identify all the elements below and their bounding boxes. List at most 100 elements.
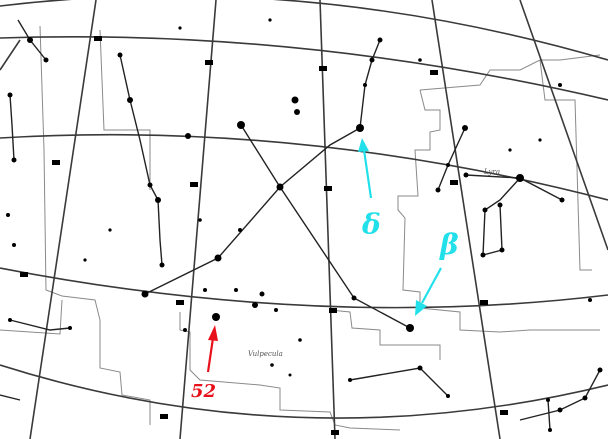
star: [351, 295, 357, 301]
dec-arc-4: [0, 267, 608, 309]
star: [480, 252, 486, 258]
grid-tick: [52, 160, 60, 165]
constellation-lines: [0, 19, 601, 431]
ra-line-4: [431, 0, 501, 439]
grid-tick: [319, 66, 327, 71]
star: [83, 258, 87, 262]
star: [108, 228, 112, 232]
boundary-center-bottom: [329, 309, 441, 360]
star-delta: [356, 124, 364, 132]
dec-arc-2: [0, 35, 608, 101]
star: [68, 326, 72, 330]
star: [377, 37, 383, 43]
star: [147, 182, 153, 188]
star: [288, 373, 292, 377]
figure-line: [240, 124, 411, 329]
star: [259, 291, 265, 297]
star: [462, 125, 468, 131]
ra-line-3: [319, 0, 336, 439]
beta-annotation: β: [415, 228, 459, 316]
boundary-left-low: [0, 299, 63, 335]
boundary-box-right: [539, 59, 592, 271]
figure-line: [547, 399, 551, 431]
beta-arrow-shaft: [421, 267, 442, 304]
dec-arc-5: [0, 364, 608, 419]
beta-label: β: [439, 228, 459, 261]
star52-arrow-shaft: [206, 337, 215, 373]
figure-line: [0, 394, 21, 401]
figure-line: [465, 174, 563, 201]
ra-line-5: [519, 0, 608, 251]
star: [141, 290, 149, 298]
star: [418, 58, 422, 62]
grid-tick: [160, 414, 168, 419]
star-52: [212, 313, 220, 321]
star: [185, 133, 191, 139]
star: [348, 378, 352, 382]
star: [12, 243, 16, 247]
star: [270, 363, 274, 367]
region-label-lyra: Lyra: [483, 168, 500, 176]
star: [538, 138, 542, 142]
star: [274, 308, 278, 312]
star: [588, 298, 592, 302]
figure-line: [349, 367, 449, 397]
star: [559, 197, 565, 203]
boundary-upper-mid: [99, 29, 151, 190]
star: [546, 398, 550, 402]
figure-line: [482, 177, 521, 256]
star-vega: [516, 174, 524, 182]
star: [548, 428, 552, 432]
boundary-right-inner: [419, 54, 601, 91]
star: [214, 254, 222, 262]
grid-tick: [500, 410, 508, 415]
star: [159, 262, 165, 268]
star: [27, 37, 33, 43]
star: [155, 197, 161, 203]
stars: [6, 18, 603, 432]
star: [203, 288, 207, 292]
star: [183, 328, 187, 332]
star: [446, 394, 450, 398]
boundary-right-outer: [397, 89, 600, 333]
star: [6, 213, 10, 217]
grid-tick: [94, 36, 102, 41]
grid-tick: [480, 300, 488, 305]
star: [268, 18, 272, 22]
star: [363, 83, 367, 87]
grid-tick: [20, 272, 28, 277]
grid-tick: [176, 300, 184, 305]
star: [497, 202, 503, 208]
star: [435, 187, 441, 193]
grid-tick: [329, 308, 337, 313]
star: [127, 97, 133, 103]
star: [294, 109, 300, 115]
star: [252, 302, 258, 308]
grid-tick: [430, 70, 438, 75]
region-label-vulpecula: Vulpecula: [248, 350, 283, 358]
star: [43, 57, 49, 63]
star: [508, 148, 512, 152]
star: [198, 218, 202, 222]
star: [178, 26, 182, 30]
star: [11, 157, 17, 163]
figure-line: [9, 319, 71, 331]
star52-label: 52: [191, 381, 216, 402]
figure-line: [519, 369, 601, 421]
delta-label: δ: [361, 208, 381, 241]
star: [463, 172, 469, 178]
grid-tick: [324, 186, 332, 191]
figure-line: [119, 54, 163, 266]
figure-line: [359, 39, 381, 129]
grid-tick: [331, 430, 339, 435]
dec-arc-1: [0, 0, 608, 61]
grid-tick: [190, 182, 198, 187]
boundary-left: [39, 25, 151, 425]
star: [8, 318, 12, 322]
star: [499, 247, 505, 253]
star: [238, 228, 242, 232]
star: [291, 96, 299, 104]
star: [597, 367, 603, 373]
